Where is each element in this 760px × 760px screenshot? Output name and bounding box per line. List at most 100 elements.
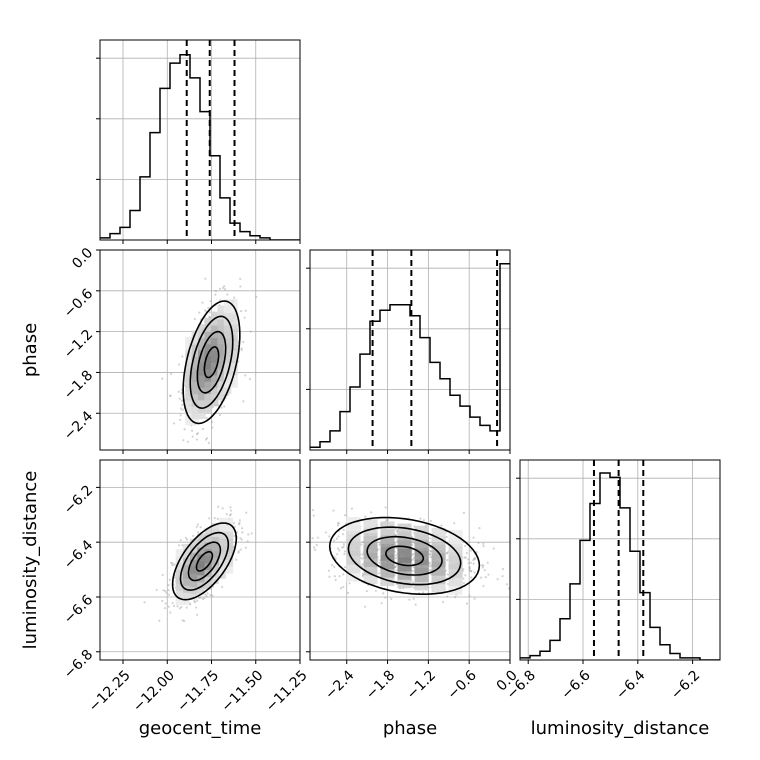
sample-point	[342, 543, 346, 546]
sample-point	[192, 534, 195, 537]
sample-point	[311, 509, 315, 512]
sample-point	[221, 507, 224, 510]
sample-point	[179, 539, 182, 542]
x-tick-label: −11.75	[174, 667, 222, 715]
sample-point	[462, 581, 465, 585]
sample-point	[334, 557, 337, 560]
y-tick-label: −6.6	[61, 592, 96, 627]
sample-point	[342, 586, 345, 589]
sample-point	[468, 594, 471, 598]
sample-point	[339, 587, 343, 590]
sample-point	[361, 540, 364, 544]
x-tick-label: −6.4	[613, 667, 648, 702]
sample-point	[183, 428, 186, 431]
sample-point	[208, 316, 211, 319]
sample-point	[186, 440, 190, 443]
sample-point	[238, 521, 241, 525]
x-tick-label: −6.2	[668, 667, 703, 702]
sample-point	[177, 390, 180, 393]
sample-point	[226, 393, 229, 397]
sample-point	[250, 532, 253, 535]
contour-0	[195, 551, 214, 572]
contour-1	[366, 535, 443, 576]
sample-point	[235, 531, 239, 534]
sample-point	[242, 340, 245, 344]
sample-point	[172, 422, 176, 425]
sample-point	[467, 558, 470, 561]
sample-point	[350, 507, 354, 510]
sample-point	[214, 293, 217, 296]
sample-point	[225, 513, 228, 516]
sample-point	[223, 285, 226, 288]
sample-point	[462, 568, 465, 571]
sample-point	[306, 533, 308, 535]
sample-point	[462, 511, 466, 514]
sample-point	[342, 573, 345, 576]
y-tick-label: −1.2	[61, 327, 96, 362]
contour-3	[328, 516, 481, 595]
sample-point	[342, 533, 345, 536]
sample-point	[411, 558, 415, 561]
sample-point	[361, 557, 364, 560]
sample-point	[360, 564, 363, 567]
y-tick-label: −0.6	[61, 286, 96, 321]
sample-point	[194, 606, 198, 609]
sample-point	[411, 543, 414, 546]
sample-point	[239, 285, 242, 288]
sample-point	[167, 589, 170, 592]
sample-point	[214, 289, 218, 293]
sample-point	[394, 557, 398, 560]
sample-point	[233, 296, 236, 299]
contour-0	[385, 545, 425, 567]
sample-point	[374, 589, 377, 592]
sample-point	[462, 577, 465, 580]
sample-point	[446, 559, 449, 562]
sample-point	[169, 394, 172, 397]
panel-geocent_time-geocent_time	[96, 39, 301, 241]
sample-point	[412, 581, 415, 584]
sample-point	[244, 374, 247, 377]
sample-point	[412, 586, 415, 589]
sample-point	[428, 568, 432, 571]
axes-frame	[309, 249, 511, 451]
sample-point	[382, 592, 385, 595]
sample-point	[468, 566, 471, 569]
sample-point	[441, 600, 445, 604]
sample-point	[204, 277, 207, 280]
sample-point	[428, 546, 431, 549]
sample-point	[183, 619, 186, 623]
sample-point	[343, 514, 347, 517]
x-tick-label: −0.6	[445, 667, 480, 702]
sample-point	[453, 522, 456, 525]
x-tick-label: −1.8	[363, 667, 398, 702]
y-axis-label-phase: phase	[20, 323, 41, 377]
sample-point	[429, 537, 432, 540]
sample-point	[314, 548, 317, 552]
density-cell	[223, 373, 238, 388]
sample-point	[181, 355, 184, 358]
sample-point	[204, 593, 207, 596]
sample-point	[482, 584, 485, 588]
density-cell	[223, 311, 238, 326]
sample-point	[201, 301, 204, 304]
sample-point	[197, 596, 200, 600]
sample-point	[464, 544, 467, 548]
sample-point	[237, 551, 240, 554]
sample-point	[482, 545, 485, 548]
sample-point	[179, 407, 183, 410]
y-tick-label: −6.4	[61, 537, 96, 572]
sample-point	[429, 519, 432, 523]
sample-point	[412, 597, 415, 600]
sample-point	[419, 517, 422, 520]
axes-frame	[99, 249, 301, 451]
sample-point	[395, 530, 398, 533]
sample-point	[195, 433, 199, 436]
sample-point	[429, 550, 432, 553]
sample-point	[181, 619, 184, 622]
sample-point	[209, 311, 212, 314]
y-tick-label: −6.2	[61, 482, 96, 517]
sample-point	[193, 601, 197, 604]
sample-point	[218, 287, 222, 290]
sample-point	[170, 561, 173, 564]
x-tick-label: −2.4	[322, 667, 357, 702]
